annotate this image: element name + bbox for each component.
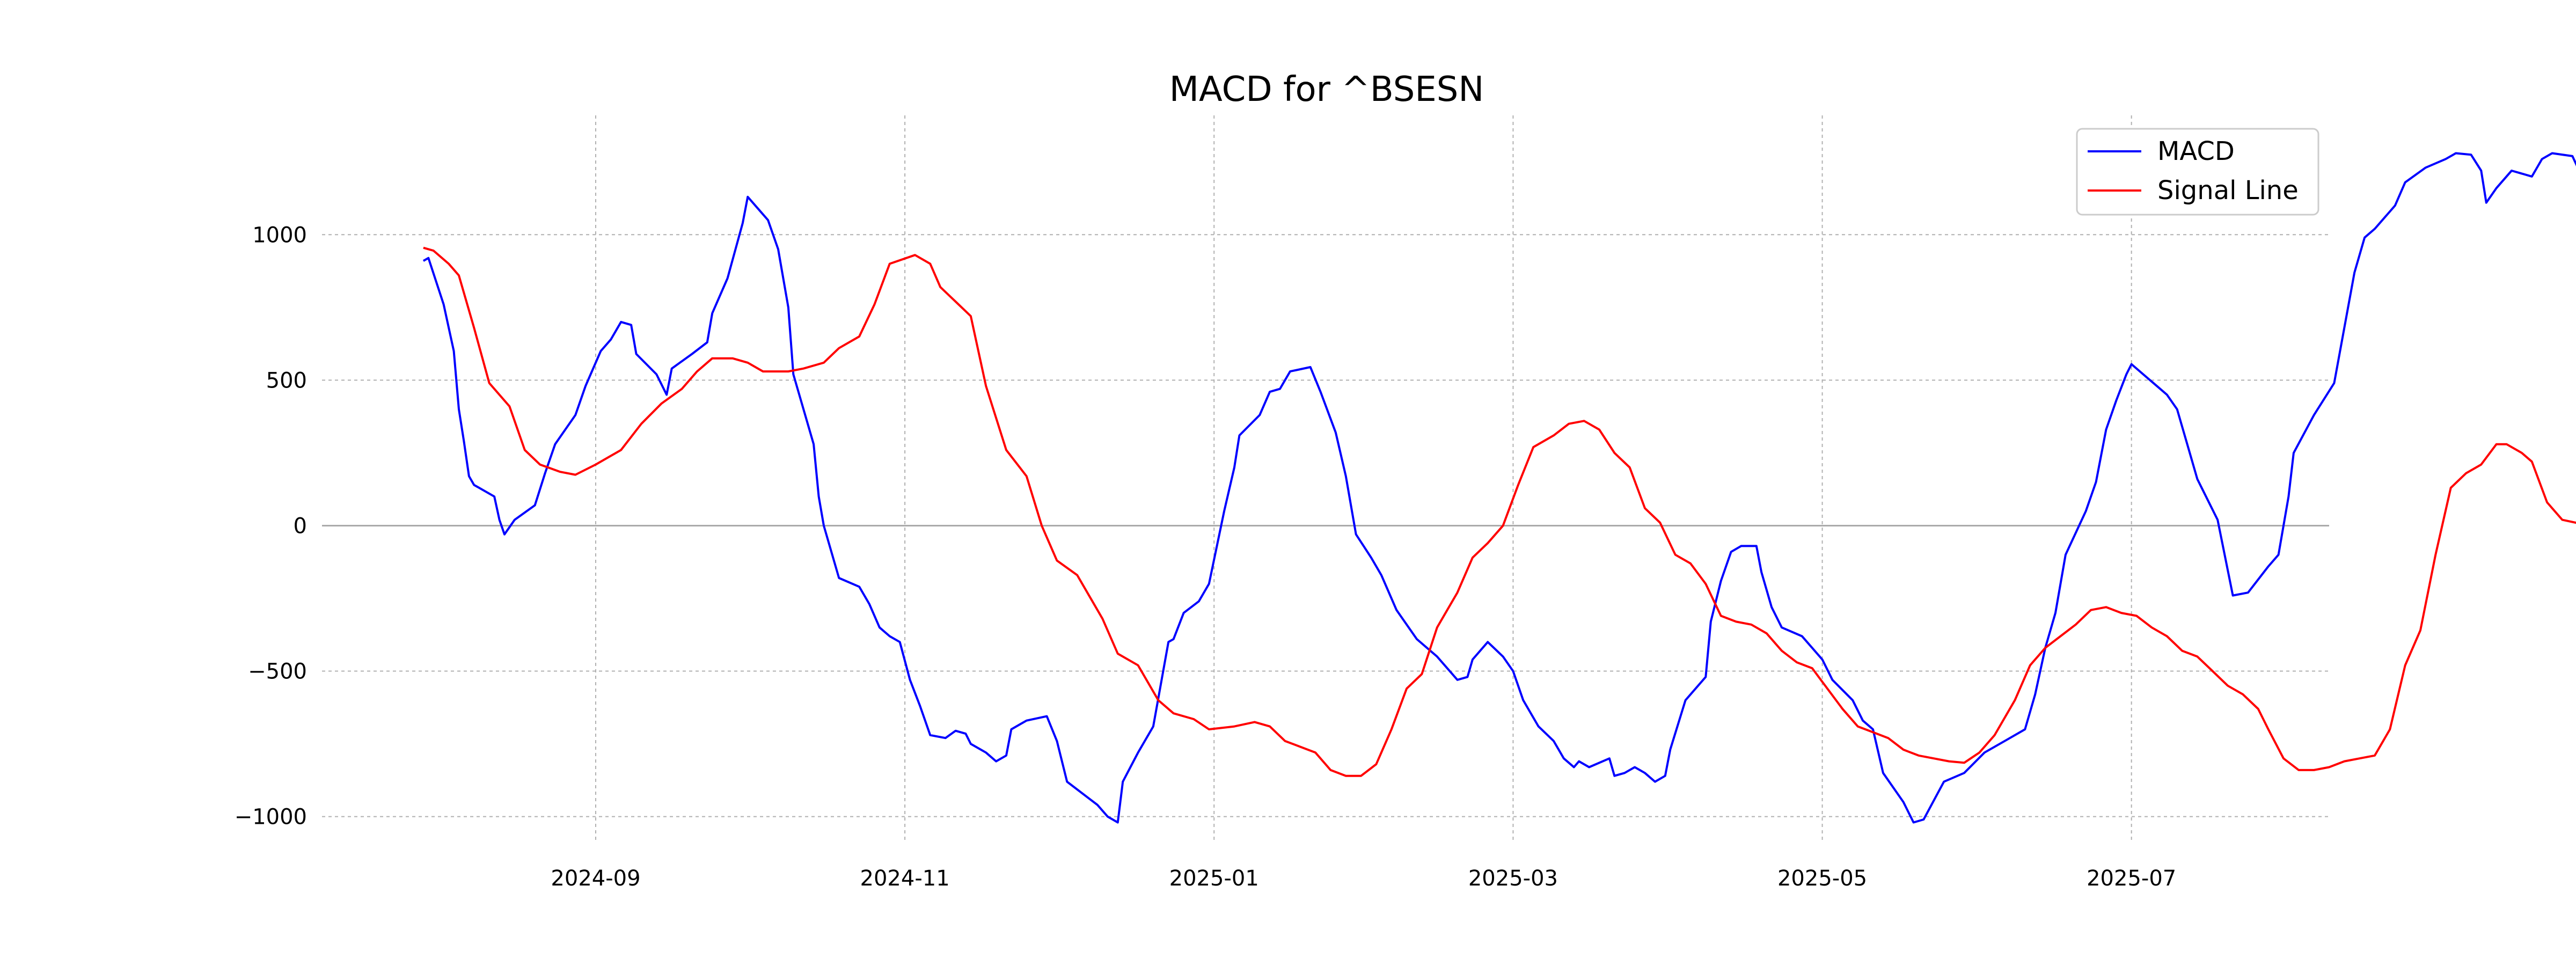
x-tick-label: 2025-05 xyxy=(1777,866,1867,891)
y-axis-ticks: 1000 500 0 −500 −1000 xyxy=(235,223,307,829)
y-tick-label: −1000 xyxy=(235,805,307,830)
x-tick-label: 2025-03 xyxy=(1468,866,1558,891)
x-tick-label: 2025-07 xyxy=(2087,866,2176,891)
series-line-signal-line xyxy=(423,246,2576,777)
y-tick-label: −500 xyxy=(248,660,307,684)
legend-label-signal-line: Signal Line xyxy=(2157,175,2299,206)
x-tick-label: 2025-01 xyxy=(1169,866,1259,891)
gridlines xyxy=(322,115,2329,840)
y-tick-label: 0 xyxy=(294,514,307,538)
series-line-macd xyxy=(422,152,2576,824)
x-axis-ticks: 2024-09 2024-11 2025-01 2025-03 2025-05 2025-… xyxy=(551,866,2176,891)
y-tick-label: 1000 xyxy=(252,223,307,247)
x-tick-label: 2024-11 xyxy=(860,866,950,891)
legend: MACD Signal Line xyxy=(2076,128,2319,216)
series-layer xyxy=(422,152,2576,824)
x-tick-label: 2024-09 xyxy=(551,866,640,891)
y-tick-label: 500 xyxy=(266,368,307,393)
chart-title: MACD for ^BSESN xyxy=(1169,70,1484,109)
legend-label-macd: MACD xyxy=(2157,136,2235,166)
